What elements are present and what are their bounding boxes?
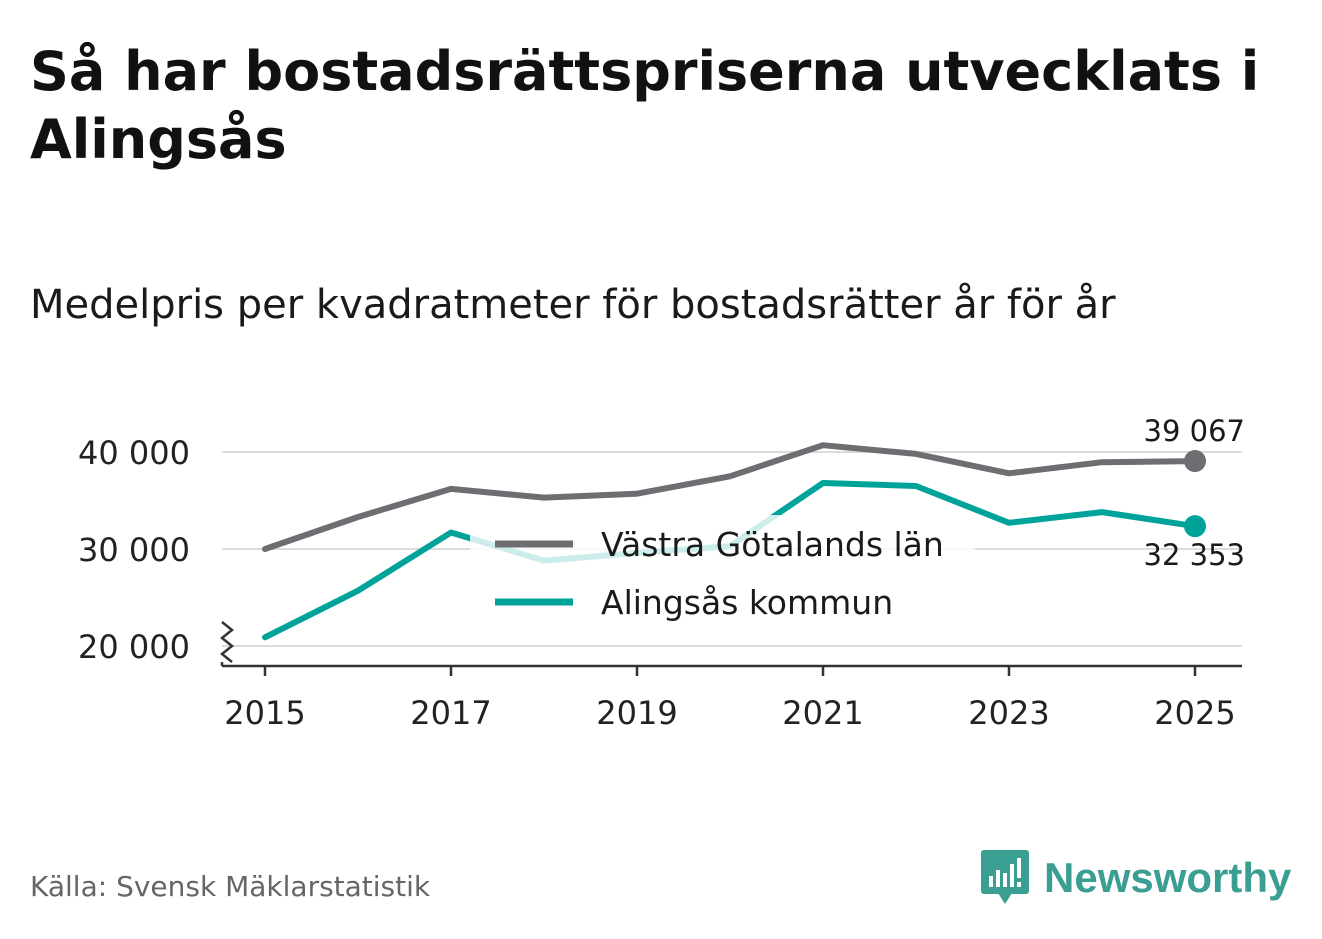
legend-label-0: Västra Götalands län — [601, 525, 944, 564]
brand-name: Newsworthy — [1044, 854, 1292, 901]
series-end-marker-1 — [1184, 515, 1206, 538]
series-end-marker-0 — [1184, 450, 1206, 473]
axis-break-marker — [219, 621, 235, 663]
y-tick-label: 40 000 — [78, 434, 190, 472]
x-tick-label: 2023 — [968, 694, 1049, 732]
chart-title: Så har bostadsrättspriserna utvecklats i… — [30, 40, 1260, 171]
legend-backdrop — [470, 515, 975, 631]
x-tick-label: 2019 — [596, 694, 677, 732]
source-note: Källa: Svensk Mäklarstatistik — [30, 870, 431, 903]
legend-label-1: Alingsås kommun — [601, 583, 893, 622]
x-tick-label: 2021 — [782, 694, 863, 732]
y-tick-label: 20 000 — [78, 628, 190, 666]
series-end-label-0: 39 067 — [1144, 414, 1245, 448]
series-end-label-1: 32 353 — [1144, 538, 1245, 572]
newsworthy-logo: Newsworthy — [980, 846, 1291, 910]
newsworthy-logo-icon — [981, 850, 1029, 904]
y-tick-label: 30 000 — [78, 531, 190, 569]
series-line-0 — [262, 442, 1198, 552]
x-tick-label: 2025 — [1154, 694, 1235, 732]
x-tick-label: 2015 — [224, 694, 305, 732]
x-tick-label: 2017 — [410, 694, 491, 732]
chart-subtitle: Medelpris per kvadratmeter för bostadsrä… — [30, 282, 1116, 328]
